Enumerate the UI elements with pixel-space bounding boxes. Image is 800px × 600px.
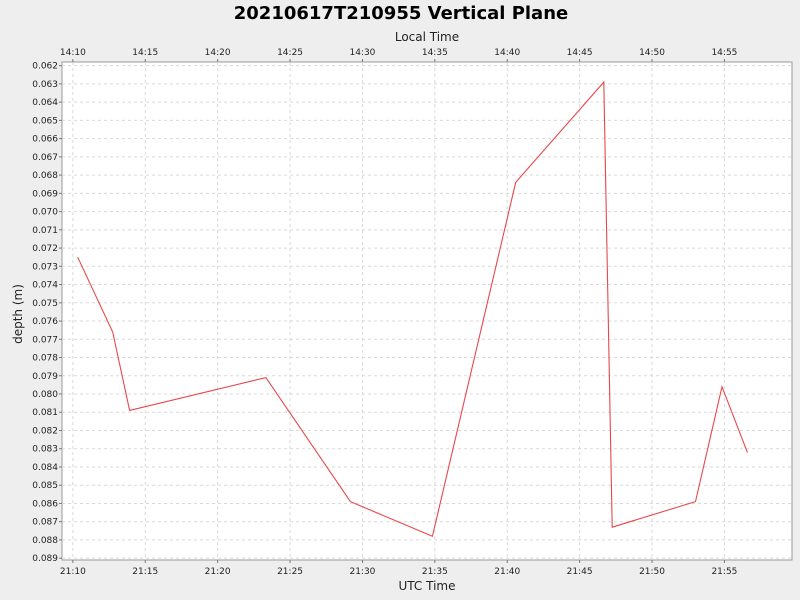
x-tick-label: 21:50 — [639, 567, 665, 577]
y-tick-label: 0.065 — [32, 116, 58, 126]
x-axis-label: UTC Time — [399, 579, 456, 593]
y-tick-label: 0.066 — [32, 135, 58, 145]
top-tick-label: 14:45 — [567, 48, 593, 58]
y-tick-label: 0.079 — [32, 372, 58, 382]
y-tick-label: 0.085 — [32, 481, 58, 491]
top-tick-label: 14:15 — [132, 48, 158, 58]
x-tick-label: 21:30 — [349, 567, 375, 577]
y-tick-label: 0.071 — [32, 226, 58, 236]
y-tick-label: 0.068 — [32, 171, 58, 181]
top-tick-label: 14:55 — [711, 48, 737, 58]
y-tick-label: 0.082 — [32, 426, 58, 436]
y-tick-label: 0.070 — [32, 208, 58, 218]
grid-lines — [62, 62, 792, 560]
top-tick-label: 14:30 — [349, 48, 375, 58]
y-tick-label: 0.073 — [32, 262, 58, 272]
y-tick-label: 0.069 — [32, 189, 58, 199]
x-tick-label: 21:35 — [422, 567, 448, 577]
y-tick-label: 0.088 — [32, 536, 58, 546]
y-tick-label: 0.081 — [32, 408, 58, 418]
chart-title: 20210617T210955 Vertical Plane — [234, 3, 568, 24]
y-tick-label: 0.075 — [32, 299, 58, 309]
top-tick-label: 14:20 — [205, 48, 231, 58]
plot-area — [61, 61, 793, 561]
depth-series-line — [77, 80, 748, 538]
top-tick-label: 14:40 — [494, 48, 520, 58]
y-tick-label: 0.077 — [32, 335, 58, 345]
top-axis-label: Local Time — [395, 30, 459, 44]
y-tick-label: 0.083 — [32, 445, 58, 455]
y-tick-label: 0.076 — [32, 317, 58, 327]
series-layer — [77, 80, 748, 538]
y-tick-label: 0.064 — [32, 98, 58, 108]
top-tick-label: 14:50 — [639, 48, 665, 58]
top-tick-label: 14:35 — [422, 48, 448, 58]
y-tick-label: 0.072 — [32, 244, 58, 254]
y-tick-label: 0.062 — [32, 62, 58, 72]
x-tick-label: 21:55 — [711, 567, 737, 577]
y-tick-label: 0.087 — [32, 518, 58, 528]
top-tick-label: 14:10 — [60, 48, 86, 58]
x-tick-label: 21:15 — [132, 567, 158, 577]
y-tick-label: 0.074 — [32, 281, 58, 291]
x-tick-label: 21:10 — [60, 567, 86, 577]
x-tick-label: 21:45 — [567, 567, 593, 577]
x-tick-label: 21:40 — [494, 567, 520, 577]
y-tick-label: 0.067 — [32, 153, 58, 163]
y-tick-label: 0.063 — [32, 80, 58, 90]
x-tick-label: 21:25 — [277, 567, 303, 577]
top-tick-label: 14:25 — [277, 48, 303, 58]
y-tick-label: 0.084 — [32, 463, 58, 473]
y-tick-label: 0.080 — [32, 390, 58, 400]
y-tick-label: 0.086 — [32, 499, 58, 509]
y-tick-label: 0.078 — [32, 354, 58, 364]
axis-ticks: 0.062 0.063 0.064 0.065 0.066 0.067 0.068 0.069… — [32, 48, 737, 577]
y-tick-label: 0.089 — [32, 554, 58, 564]
y-axis-label: depth (m) — [11, 284, 25, 344]
x-tick-label: 21:20 — [205, 567, 231, 577]
